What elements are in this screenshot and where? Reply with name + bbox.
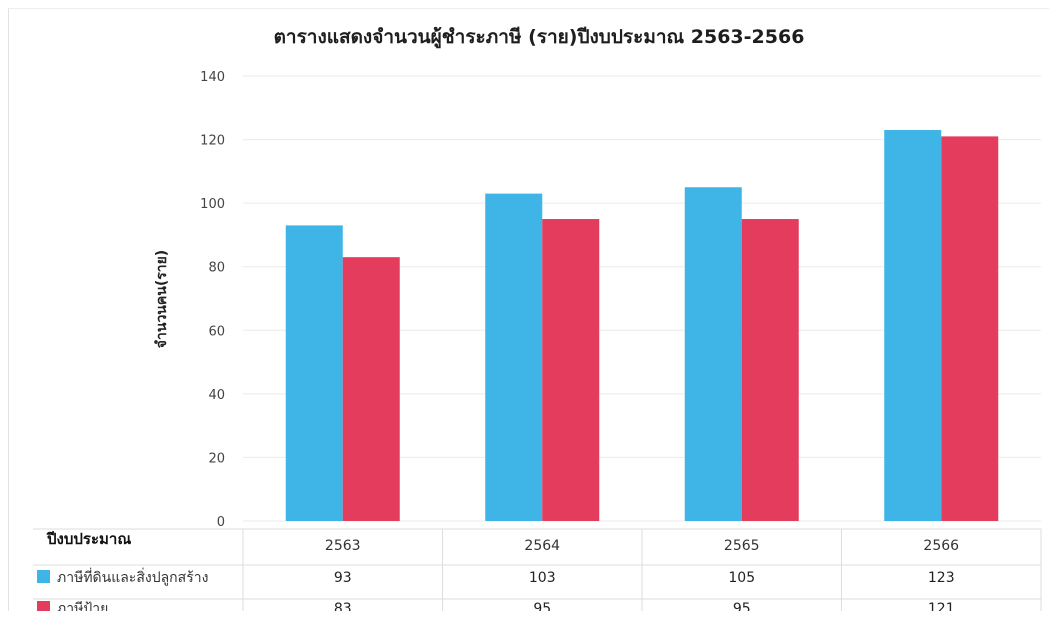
x-axis-title: ปีงบประมาณ <box>46 530 131 548</box>
x-tick-label: 2565 <box>724 538 760 554</box>
legend-label: ภาษีป้าย <box>57 601 108 611</box>
table-cell-value: 83 <box>334 601 352 611</box>
table-cell-value: 123 <box>928 570 955 586</box>
bar-series2-2565 <box>741 219 799 522</box>
y-tick-label: 140 <box>200 70 225 85</box>
y-axis-ticks: 0 20 40 60 80 100 120 140 <box>200 70 225 530</box>
table-cell-value: 103 <box>529 570 556 586</box>
x-tick-label: 2563 <box>325 538 361 554</box>
bars <box>285 130 999 522</box>
y-tick-label: 120 <box>200 134 225 149</box>
table-cell-value: 95 <box>733 601 751 611</box>
bar-series1-2565 <box>684 187 742 521</box>
bar-series2-2566 <box>941 136 999 521</box>
legend-swatch <box>37 570 50 583</box>
legend-swatch <box>37 601 50 611</box>
bar-series1-2564 <box>485 193 543 521</box>
data-table: ปีงบประมาณ 2563 2564 2565 2566 ภาษีที่ดินและ… <box>33 528 1042 611</box>
bar-series2-2564 <box>542 219 600 522</box>
legend-label: ภาษีที่ดินและสิ่งปลูกสร้าง <box>57 568 208 586</box>
y-tick-label: 20 <box>208 451 225 466</box>
bar-series1-2566 <box>884 130 942 521</box>
y-axis-label: จำนวนคน(ราย) <box>154 250 170 348</box>
bar-chart: ตารางแสดงจำนวนผู้ชำระภาษี (ราย)ปีงบประมา… <box>33 26 1042 611</box>
x-tick-label: 2566 <box>923 538 959 554</box>
chart-container: ตารางแสดงจำนวนผู้ชำระภาษี (ราย)ปีงบประมา… <box>8 8 1049 611</box>
y-tick-label: 40 <box>208 388 225 403</box>
table-cell-value: 93 <box>334 570 352 586</box>
y-tick-label: 0 <box>217 515 225 530</box>
table-cell-value: 105 <box>728 570 755 586</box>
table-cell-value: 121 <box>928 601 955 611</box>
table-cell-value: 95 <box>533 601 551 611</box>
y-tick-label: 80 <box>208 261 225 276</box>
y-tick-label: 100 <box>200 197 225 212</box>
bar-series1-2563 <box>285 225 343 521</box>
y-tick-label: 60 <box>208 324 225 339</box>
chart-title: ตารางแสดงจำนวนผู้ชำระภาษี (ราย)ปีงบประมา… <box>274 26 805 49</box>
bar-series2-2563 <box>342 257 400 521</box>
x-tick-label: 2564 <box>524 538 560 554</box>
